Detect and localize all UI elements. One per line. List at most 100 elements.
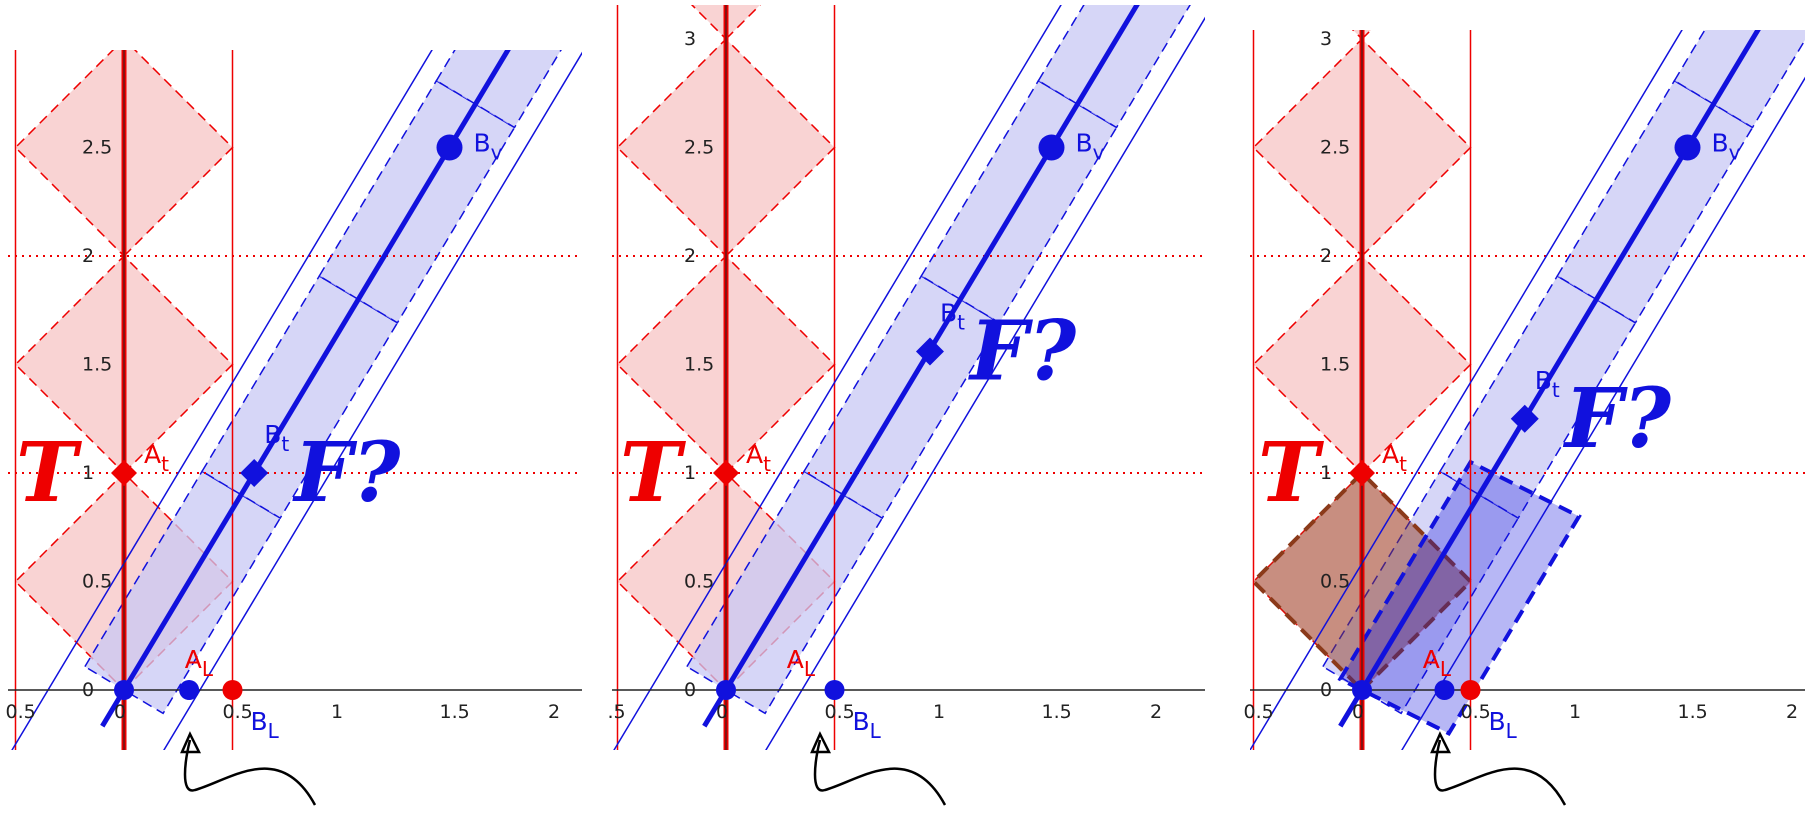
- y-tick-label: 3: [1320, 28, 1332, 50]
- a-t-label: At: [1382, 440, 1407, 476]
- y-tick-label: 1.5: [684, 354, 714, 376]
- y-tick-label: 2: [1320, 245, 1332, 267]
- x-tick-label: 0: [114, 701, 126, 723]
- blue-thin-line: [1401, 76, 1805, 750]
- x-tick-label: 1: [331, 701, 343, 723]
- blue-band-cell: [435, 50, 562, 129]
- x-tick-label: 0.5: [223, 701, 253, 723]
- b-v-label: Bv: [1076, 129, 1105, 165]
- blue-band-cell: [1673, 30, 1805, 129]
- highlighted-blue-region: [1337, 459, 1582, 737]
- blue-worldline: [1338, 30, 1761, 728]
- blue-thin-line: [1250, 30, 1683, 750]
- y-tick-label: 1: [1320, 462, 1332, 484]
- a-l-point: [179, 680, 200, 700]
- a-t-marker: [713, 460, 739, 486]
- arrow-head: [1430, 731, 1452, 754]
- arrow-head: [180, 731, 202, 754]
- b-t-marker: [915, 337, 944, 366]
- curved-arrow: [1433, 739, 1567, 806]
- x-tick-label: 2: [548, 701, 560, 723]
- x-tick-label: 0.5: [825, 701, 855, 723]
- x-tick-label: 2: [1150, 701, 1162, 723]
- blue-thin-line: [765, 16, 1205, 750]
- y-tick-label: 0: [684, 679, 696, 701]
- plot-area: [1250, 30, 1805, 750]
- b-l-label: BL: [251, 707, 280, 743]
- curved-arrow: [813, 739, 947, 806]
- x-tick-label: 1: [1569, 701, 1581, 723]
- blue-worldline: [702, 5, 1140, 728]
- x-tick-label: 1.5: [440, 701, 470, 723]
- b-t-marker: [240, 459, 269, 487]
- y-tick-label: 0.5: [1320, 571, 1350, 593]
- x-tick-label: 0: [716, 701, 728, 723]
- plot-area: [612, 5, 1205, 750]
- panel-2: .5 0 0.5 1 1.5 2 0 0.5 1 1.5 2 2.5 3 At AL BL Bt Bv T F?: [608, 5, 1205, 750]
- b-l-label: BL: [1489, 707, 1518, 743]
- y-tick-label: 2: [82, 245, 94, 267]
- t-label: T: [16, 425, 82, 521]
- f-question-label: F?: [1563, 371, 1672, 467]
- b-v-point: [1038, 134, 1065, 161]
- b-l-label: BL: [853, 707, 882, 743]
- y-tick-label: 0: [82, 679, 94, 701]
- y-tick-label: 0.5: [82, 571, 112, 593]
- a-t-label: At: [144, 440, 169, 476]
- y-tick-label: 0: [1320, 679, 1332, 701]
- y-tick-label: 0.5: [684, 571, 714, 593]
- b-t-label: Bt: [940, 298, 965, 334]
- f-question-label: F?: [968, 303, 1077, 399]
- y-tick-label: 1.5: [82, 354, 112, 376]
- b-t-label: Bt: [1535, 366, 1560, 402]
- b-t-marker: [1510, 404, 1539, 433]
- y-tick-label: 2.5: [82, 137, 112, 159]
- x-tick-label: 2: [1786, 701, 1798, 723]
- origin-point: [114, 680, 134, 700]
- blue-band-cell: [1037, 5, 1191, 129]
- x-tick-label: 1.5: [1678, 701, 1708, 723]
- x-tick-label: 0.5: [6, 701, 36, 723]
- y-tick-label: 1: [82, 462, 94, 484]
- b-v-label: Bv: [1712, 129, 1741, 165]
- a-l-point: [1434, 680, 1455, 700]
- a-t-label: At: [746, 440, 771, 476]
- a-l-label: AL: [1423, 645, 1452, 681]
- y-tick-label: 1.5: [1320, 354, 1350, 376]
- blue-worldline: [100, 50, 511, 728]
- b-l-point: [1460, 680, 1481, 700]
- origin-point: [716, 680, 736, 700]
- b-v-label: Bv: [474, 129, 503, 165]
- y-tick-label: 2: [684, 245, 696, 267]
- b-l-point: [222, 680, 243, 700]
- y-tick-label: 2.5: [684, 137, 714, 159]
- a-t-marker: [111, 460, 137, 486]
- panel-1: 0.5 0 0.5 1 1.5 2 0 0.5 1 1.5 2 2.5 At AL BL Bt Bv T F?: [6, 50, 582, 750]
- plot-area: [8, 50, 582, 750]
- x-tick-label: 1.5: [1042, 701, 1072, 723]
- y-tick-label: 2.5: [1320, 137, 1350, 159]
- b-l-point: [824, 680, 845, 700]
- x-tick-label: 0.5: [1461, 701, 1491, 723]
- x-tick-label: 0.5: [1244, 701, 1274, 723]
- y-tick-label: 1: [684, 462, 696, 484]
- a-l-label: AL: [185, 645, 214, 681]
- b-t-label: Bt: [264, 420, 289, 456]
- blue-thin-line: [11, 50, 433, 750]
- b-v-point: [1674, 134, 1701, 161]
- panel-3: 0.5 0 0.5 1 1.5 2 0 0.5 1 1.5 2 2.5 3 At AL BL Bt Bv T F?: [1244, 28, 1805, 750]
- x-tick-label: 1: [933, 701, 945, 723]
- b-v-point: [436, 134, 463, 161]
- y-tick-label: 3: [684, 28, 696, 50]
- a-l-label: AL: [787, 645, 816, 681]
- blue-thin-line: [613, 5, 1062, 750]
- arrow-head: [810, 731, 832, 754]
- origin-point: [1352, 680, 1372, 700]
- f-question-label: F?: [292, 425, 401, 521]
- t-label: T: [620, 425, 686, 521]
- x-tick-label: 0: [1352, 701, 1364, 723]
- a-t-marker: [1349, 460, 1375, 486]
- blue-thin-line: [163, 51, 582, 750]
